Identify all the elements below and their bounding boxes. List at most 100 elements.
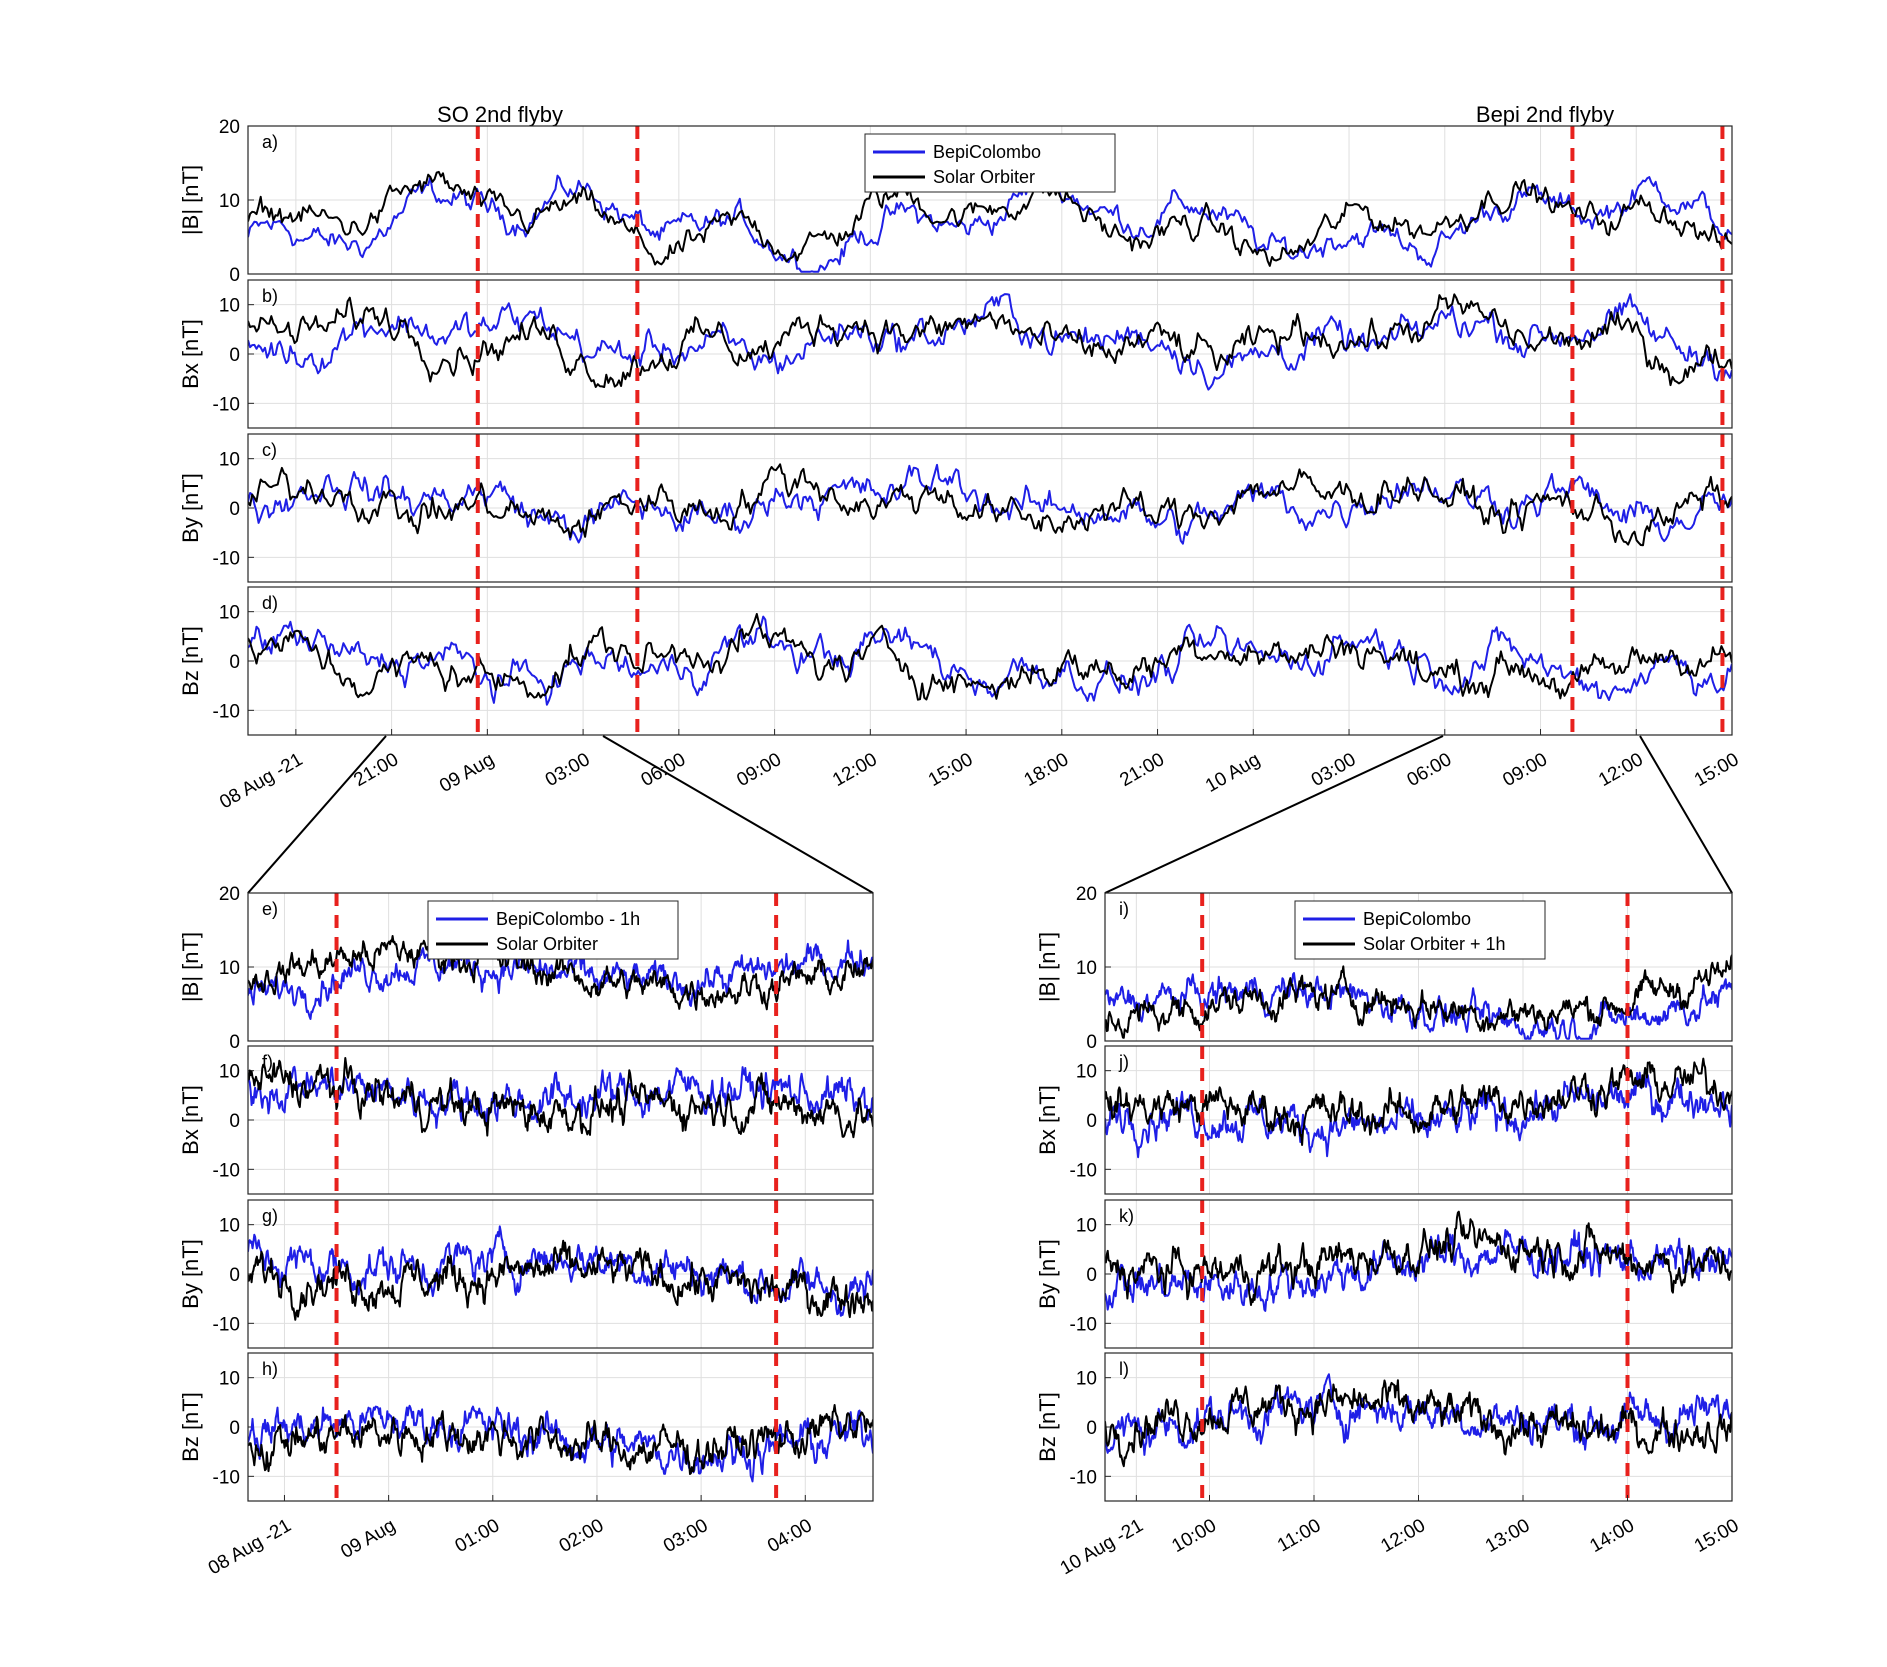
- x-tick-label: 03:00: [660, 1515, 712, 1557]
- y-tick-label: 10: [1076, 958, 1097, 979]
- y-tick-label: -10: [213, 701, 240, 722]
- y-tick-label: -10: [213, 1314, 240, 1335]
- x-tick-label: 12:00: [1595, 749, 1647, 791]
- x-tick-label: 08 Aug -21: [205, 1515, 295, 1579]
- legend-label: Solar Orbiter: [496, 934, 598, 954]
- series-line-solar-orbiter: [248, 463, 1732, 547]
- x-tick-label: 13:00: [1482, 1515, 1534, 1557]
- y-axis-label: By [nT]: [178, 473, 203, 543]
- y-tick-label: 10: [1076, 1062, 1097, 1083]
- series-line-bepicolombo: [248, 1404, 873, 1483]
- x-tick-label: 21:00: [350, 749, 402, 791]
- series-line-bepicolombo: [248, 615, 1732, 706]
- panel-f: -10 0 10 f) Bx [nT]: [178, 1045, 874, 1195]
- series-line-solar-orbiter: [248, 170, 1732, 267]
- y-tick-label: -10: [1070, 1160, 1097, 1181]
- x-tick-label: 11:00: [1274, 1515, 1324, 1556]
- x-tick-label: 12:00: [1377, 1515, 1429, 1557]
- y-tick-label: -10: [213, 1160, 240, 1181]
- x-tick-label: 09 Aug: [436, 749, 498, 797]
- y-axis-label: |B| [nT]: [178, 165, 203, 235]
- panel-tag: k): [1119, 1206, 1134, 1226]
- y-tick-label: -10: [213, 1467, 240, 1488]
- so-flyby-header: SO 2nd flyby: [437, 102, 563, 127]
- panel-tag: d): [262, 593, 278, 613]
- x-tick-label: 03:00: [1308, 749, 1360, 791]
- x-tick-label: 03:00: [542, 749, 594, 791]
- x-tick-label: 10:00: [1168, 1515, 1220, 1557]
- so-flyby-zoom-plot: 0 10 20 e) |B| [nT] BepiColombo - 1h Solar Orb…: [178, 884, 874, 1579]
- panel-tag: e): [262, 899, 278, 919]
- y-tick-label: -10: [213, 394, 240, 415]
- panel-frame: [1104, 1045, 1733, 1195]
- series-line-bepicolombo: [248, 1225, 873, 1317]
- legend-box: [1294, 900, 1546, 960]
- y-tick-label: 10: [219, 1062, 240, 1083]
- panel-tag: b): [262, 286, 278, 306]
- x-tick-label: 12:00: [829, 749, 881, 791]
- legend-label: BepiColombo: [1363, 909, 1471, 929]
- x-tick-label: 15:00: [1691, 749, 1743, 791]
- x-tick-label: 14:00: [1586, 1515, 1638, 1557]
- zoom-connector: [1639, 735, 1733, 894]
- y-tick-label: -10: [1070, 1314, 1097, 1335]
- y-tick-label: 10: [219, 958, 240, 979]
- y-tick-label: 0: [229, 1111, 240, 1132]
- y-axis-label: |B| [nT]: [1035, 932, 1060, 1002]
- y-axis-label: Bx [nT]: [178, 1085, 203, 1155]
- panel-frame: [247, 1352, 874, 1502]
- panel-b: -10 0 10 b) Bx [nT]: [178, 279, 1733, 429]
- y-tick-label: 10: [219, 603, 240, 624]
- series-line-solar-orbiter: [248, 1404, 873, 1475]
- series-line-bepicolombo: [1105, 1071, 1732, 1159]
- panel-frame: [1104, 892, 1733, 1042]
- panel-frame: [1104, 1199, 1733, 1349]
- panel-c: -10 0 10 c) By [nT]: [178, 433, 1733, 583]
- legend-label: BepiColombo: [933, 142, 1041, 162]
- y-tick-label: -10: [213, 548, 240, 569]
- y-axis-label: Bz [nT]: [178, 626, 203, 696]
- y-tick-label: 0: [1086, 1265, 1097, 1286]
- y-tick-label: 0: [1086, 1418, 1097, 1439]
- panel-frame: [247, 1045, 874, 1195]
- y-tick-label: 20: [219, 117, 240, 138]
- panel-l: -10 0 10 l) Bz [nT] 10 Aug -21 10:00 11:00 12:00…: [1035, 1352, 1743, 1579]
- x-tick-label: 01:00: [452, 1515, 504, 1557]
- y-tick-label: 0: [229, 652, 240, 673]
- y-tick-label: 10: [219, 296, 240, 317]
- y-tick-label: 0: [229, 265, 240, 286]
- x-tick-label: 09 Aug: [337, 1515, 399, 1563]
- y-tick-label: 0: [1086, 1032, 1097, 1053]
- y-axis-label: By [nT]: [178, 1239, 203, 1309]
- x-tick-label: 09:00: [1499, 749, 1551, 791]
- panel-k: -10 0 10 k) By [nT]: [1035, 1199, 1733, 1349]
- panel-tag: l): [1119, 1359, 1129, 1379]
- x-tick-label: 10 Aug -21: [1057, 1515, 1147, 1579]
- panel-g: -10 0 10 g) By [nT]: [178, 1199, 874, 1349]
- y-tick-label: 0: [229, 1032, 240, 1053]
- panel-j: -10 0 10 j) Bx [nT]: [1035, 1045, 1733, 1195]
- panel-i: 0 10 20 i) |B| [nT] BepiColombo Solar Orbiter …: [1035, 884, 1733, 1053]
- panel-tag: a): [262, 132, 278, 152]
- x-tick-label: 15:00: [1691, 1515, 1743, 1557]
- panel-d: -10 0 10 d) Bz [nT] 08 Aug -21 21:00 09 Aug 03:0…: [178, 586, 1743, 813]
- panel-frame: [247, 586, 1733, 736]
- panel-tag: c): [262, 440, 277, 460]
- zoom-connector: [602, 735, 874, 894]
- y-tick-label: 0: [229, 345, 240, 366]
- x-tick-label: 21:00: [1116, 749, 1168, 791]
- y-axis-label: By [nT]: [1035, 1239, 1060, 1309]
- x-tick-label: 06:00: [638, 749, 690, 791]
- y-tick-label: 0: [229, 499, 240, 520]
- legend: BepiColombo Solar Orbiter: [864, 133, 1116, 193]
- bepi-flyby-header: Bepi 2nd flyby: [1476, 102, 1614, 127]
- panel-frame: [247, 433, 1733, 583]
- zoom-connector: [1104, 735, 1444, 894]
- x-tick-label: 08 Aug -21: [216, 749, 306, 813]
- x-tick-label: 04:00: [764, 1515, 816, 1557]
- y-tick-label: 10: [219, 191, 240, 212]
- panel-a: 0 10 20 a) |B| [nT] BepiColombo Solar Orbiter: [178, 117, 1733, 286]
- y-tick-label: -10: [1070, 1467, 1097, 1488]
- legend-box: [427, 900, 679, 960]
